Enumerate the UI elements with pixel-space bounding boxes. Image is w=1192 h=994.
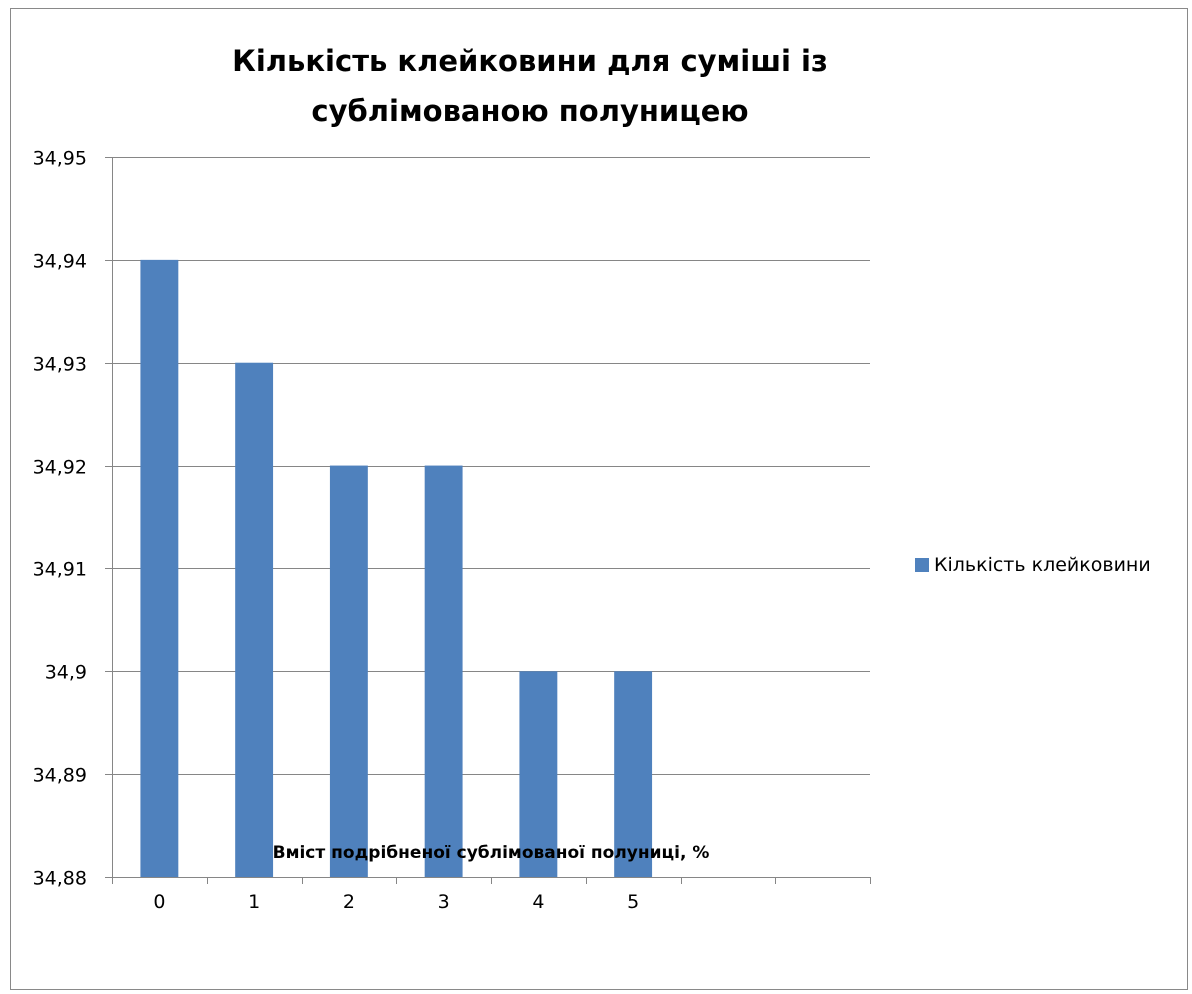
chart-title: Кількість клейковини для суміші із сублі… <box>232 44 828 128</box>
bar <box>424 465 463 877</box>
x-tick-label: 1 <box>248 891 260 913</box>
bar <box>519 671 558 877</box>
x-tick-label: 0 <box>153 891 165 913</box>
legend-label: Кількість клейковини <box>934 554 1151 576</box>
bar <box>614 671 653 877</box>
axes <box>105 157 871 884</box>
x-axis-title: Вміст подрібненої сублімованої полуниці,… <box>273 843 710 863</box>
y-tick-label: 34,9 <box>45 662 87 684</box>
x-tick-label: 5 <box>627 891 639 913</box>
x-tick-label: 2 <box>343 891 355 913</box>
y-tick-label: 34,92 <box>33 457 87 479</box>
legend-swatch <box>915 558 929 572</box>
legend: Кількість клейковини <box>915 554 1151 576</box>
x-tick-label: 3 <box>438 891 450 913</box>
y-tick-label: 34,93 <box>33 354 87 376</box>
chart-frame <box>10 8 1188 990</box>
x-tick-label: 4 <box>532 891 544 913</box>
y-tick-label: 34,91 <box>33 559 87 581</box>
y-tick-label: 34,94 <box>33 251 87 273</box>
y-tick-label: 34,89 <box>33 765 87 787</box>
bars <box>140 259 653 877</box>
y-tick-labels: 34,88 34,89 34,9 34,91 34,92 34,93 34,94 34,95 <box>33 148 87 890</box>
bar <box>329 465 368 877</box>
x-tick-labels: 0 1 2 3 4 5 <box>153 891 639 913</box>
bar <box>235 362 274 877</box>
y-tick-label: 34,88 <box>33 868 87 890</box>
gridlines <box>112 157 870 775</box>
y-tick-label: 34,95 <box>33 148 87 170</box>
bar <box>140 259 179 877</box>
